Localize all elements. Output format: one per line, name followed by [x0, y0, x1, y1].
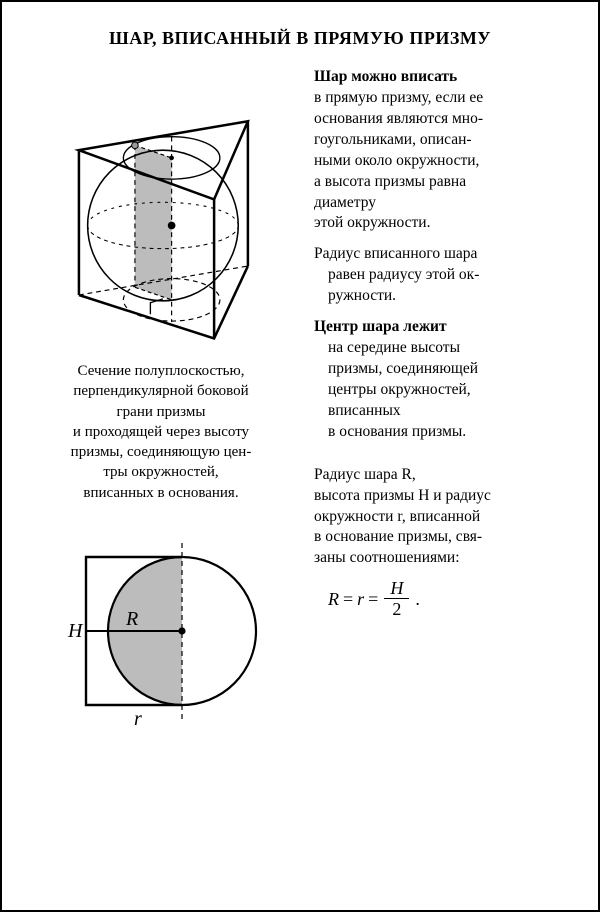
paragraph-center: Центр шара лежит на середине высоты приз…	[314, 317, 574, 443]
formula-fraction: H 2	[384, 579, 409, 618]
formula-eq: =	[368, 587, 378, 611]
text-line: в основания призмы.	[314, 423, 466, 440]
text-line: основания являются мно-	[314, 110, 483, 127]
formula-period: .	[415, 587, 420, 611]
text-line: Радиус шара R,	[314, 466, 416, 483]
label-H: H	[67, 620, 84, 642]
caption-line: тры окружностей,	[103, 464, 218, 480]
left-column: Сечение полуплоскостью, перпендикулярной…	[26, 67, 296, 737]
text-line: диаметру	[314, 194, 376, 211]
text-line: высота призмы H и радиус	[314, 487, 491, 504]
caption-line: перпендикулярной боковой	[73, 383, 248, 399]
text-line: Радиус вписанного шара	[314, 245, 477, 262]
text-line: призмы, соединяющей	[314, 360, 478, 377]
caption-line: Сечение полуплоскостью,	[78, 363, 245, 379]
touch-point-dot	[132, 142, 139, 149]
fraction-numerator: H	[384, 579, 409, 599]
paragraph-formula-intro: Радиус шара R, высота призмы H и радиус …	[314, 465, 574, 570]
caption-line: призмы, соединяющую цен-	[71, 444, 252, 460]
top-center-dot	[169, 156, 174, 161]
text-line: гоугольниками, описан-	[314, 131, 472, 148]
text-line: заны соотношениями:	[314, 549, 460, 566]
formula-r: r	[357, 587, 364, 611]
page: ШАР, ВПИСАННЫЙ В ПРЯМУЮ ПРИЗМУ	[0, 0, 600, 912]
text-line: ружности.	[314, 287, 396, 304]
prism-sphere-svg	[36, 71, 286, 351]
caption-line: и проходящей через высоту	[73, 424, 249, 440]
text-line: Центр шара лежит	[314, 318, 447, 335]
caption-line: грани призмы	[117, 404, 206, 420]
section-halfplane-fill	[135, 145, 172, 299]
paragraph-condition: Шар можно вписать в прямую призму, если …	[314, 67, 574, 234]
text-line: Шар можно вписать	[314, 68, 457, 85]
text-line: ными около окружности,	[314, 152, 479, 169]
text-line: в основание призмы, свя-	[314, 528, 482, 545]
page-title: ШАР, ВПИСАННЫЙ В ПРЯМУЮ ПРИЗМУ	[26, 28, 574, 49]
figure-cross-section: H R r	[56, 537, 266, 737]
text-line: вписанных	[314, 402, 401, 419]
text-line: центры окружностей,	[314, 381, 471, 398]
text-line: на середине высоты	[314, 339, 460, 356]
label-r: r	[134, 708, 142, 730]
cross-section-svg: H R r	[56, 537, 266, 737]
formula-R: R	[328, 587, 339, 611]
section-center-dot	[178, 627, 185, 634]
formula-eq: =	[343, 587, 353, 611]
label-R: R	[125, 608, 138, 630]
text-line: равен радиусу этой ок-	[314, 266, 479, 283]
text-line: окружности r, вписанной	[314, 508, 480, 525]
paragraph-radius: Радиус вписанного шара равен радиусу это…	[314, 244, 574, 307]
sphere-center-dot	[168, 222, 176, 230]
text-line: в прямую призму, если ее	[314, 89, 483, 106]
figure1-caption: Сечение полуплоскостью, перпендикулярной…	[36, 361, 286, 503]
text-line: а высота призмы равна	[314, 173, 466, 190]
text-line: этой окружности.	[314, 214, 430, 231]
fraction-denominator: 2	[392, 599, 401, 618]
two-column-layout: Сечение полуплоскостью, перпендикулярной…	[26, 67, 574, 737]
right-column: Шар можно вписать в прямую призму, если …	[314, 67, 574, 737]
figure-prism-sphere	[36, 71, 286, 351]
caption-line: вписанных в основания.	[83, 485, 238, 501]
formula: R = r = H 2 .	[328, 579, 574, 618]
